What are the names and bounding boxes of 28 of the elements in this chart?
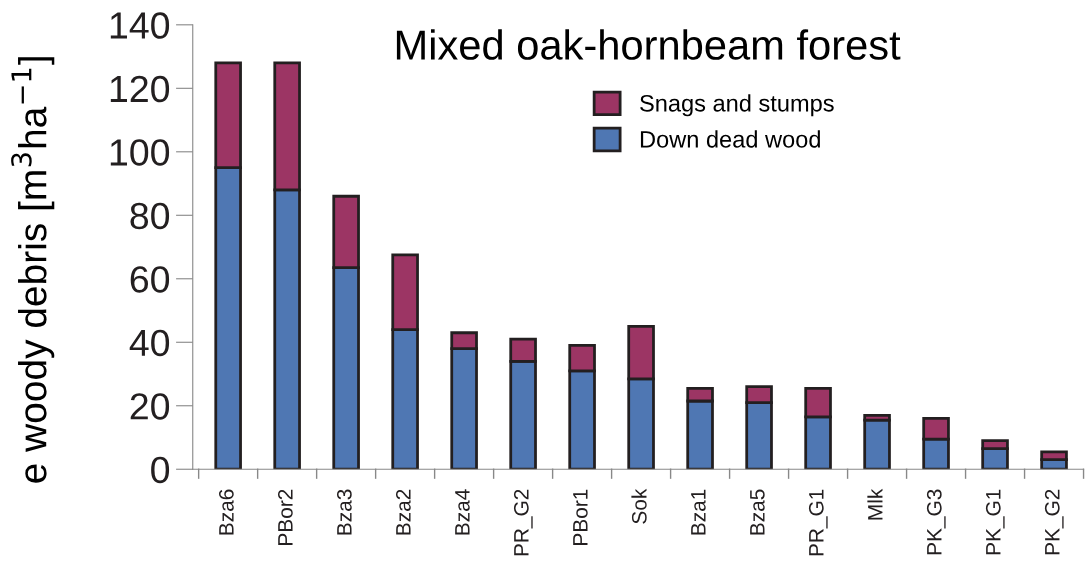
x-tick-label: Bza4 — [455, 489, 470, 535]
chart-title: Mixed oak-hornbeam forest — [396, 29, 901, 60]
x-tick-label: Bza5 — [750, 489, 765, 535]
y-tick-label: 60 — [130, 266, 170, 293]
x-tick-label: PK_G2 — [1044, 489, 1064, 555]
y-tick-label: 40 — [129, 329, 170, 357]
y-tick-label: 20 — [130, 393, 170, 420]
y-tick-label: 140 — [110, 12, 170, 39]
x-tick-label: Sok — [631, 488, 647, 524]
x-tick-label: PR_G1 — [808, 489, 828, 556]
legend-label: Snags and stumps — [640, 94, 834, 117]
x-tick-label: Bza3 — [336, 489, 352, 535]
y-tick-label: 80 — [130, 202, 170, 230]
y-axis-title: e woody debris [m$^{3}$ha$^{−1}$] — [11, 57, 55, 483]
bar — [863, 418, 891, 470]
x-tick-label: PR_G2 — [513, 489, 533, 556]
x-tick-label: PK_G3 — [926, 489, 946, 555]
x-tick-label: Bza6 — [218, 489, 234, 535]
y-tick-label: 0 — [151, 456, 170, 484]
x-tick-label: Mlk — [867, 488, 883, 520]
x-tick-label: PK_G1 — [985, 489, 1005, 555]
x-tick-label: PBor1 — [573, 489, 588, 545]
y-tick-label: 120 — [110, 75, 170, 103]
x-tick-label: Bza1 — [691, 489, 706, 535]
y-tick-label: 100 — [110, 139, 170, 166]
x-tick-label: PBor2 — [277, 489, 293, 545]
legend-label: Down dead wood — [640, 130, 820, 148]
x-tick-label: Bza2 — [395, 489, 411, 535]
